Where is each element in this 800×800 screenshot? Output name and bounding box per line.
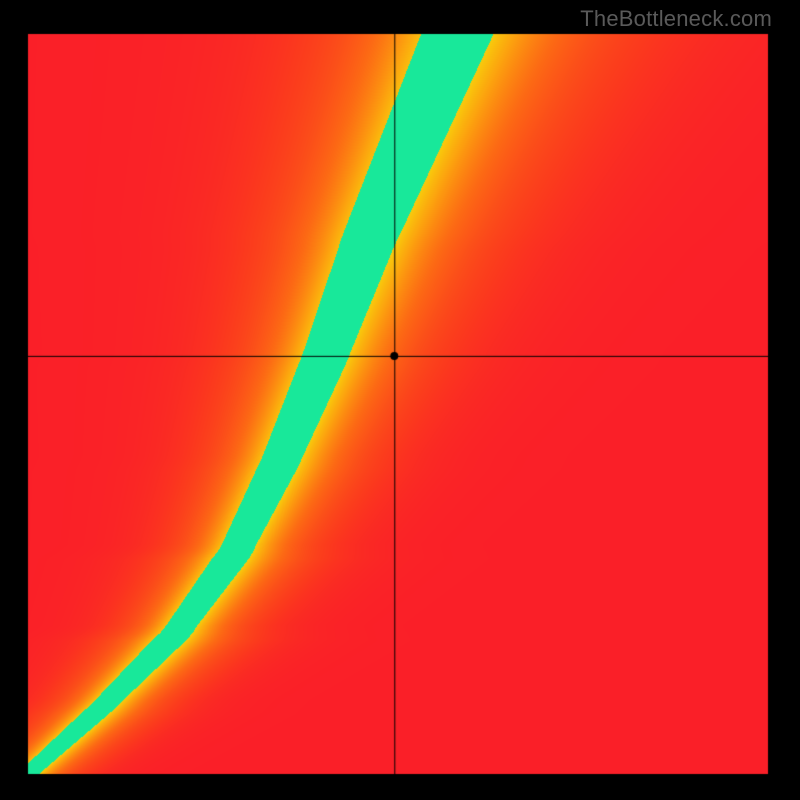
heatmap-canvas bbox=[0, 0, 800, 800]
chart-root: TheBottleneck.com bbox=[0, 0, 800, 800]
watermark-text: TheBottleneck.com bbox=[580, 6, 772, 32]
